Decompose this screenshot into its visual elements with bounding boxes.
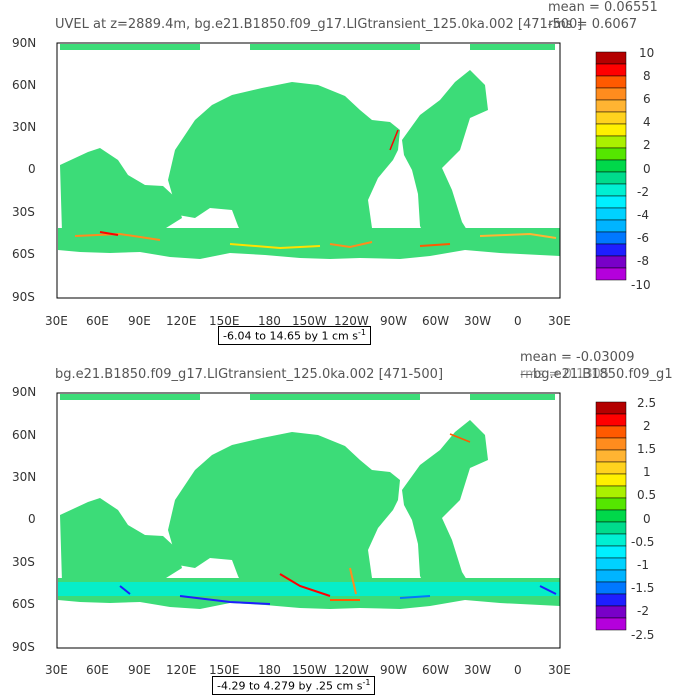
p2-lon-30e: 30E [45, 663, 68, 677]
panel1-range-box: -6.04 to 14.65 by 1 cm s-1 [218, 326, 371, 345]
p2-lon-120w: 120W [334, 663, 369, 677]
anomaly-streaks [119, 433, 557, 605]
p1-cb-label-5: 0 [643, 162, 651, 176]
panel1-mean: mean = 0.06551 [548, 0, 658, 15]
p1-cb-label-2: 6 [643, 92, 651, 106]
p2-lat-30s: 30S [12, 555, 35, 569]
p1-lon-30w: 30W [464, 314, 492, 328]
map-frame-2 [56, 392, 561, 649]
p1-cb-label-3: 4 [643, 115, 651, 129]
p2-cb-label-3: 1 [643, 465, 651, 479]
p1-lat-30s: 30S [12, 205, 35, 219]
p1-cb-label-4: 2 [643, 138, 651, 152]
panel1-range-unit-sup: -1 [357, 328, 366, 337]
ocean-layer [58, 394, 560, 609]
p2-lat-30n: 30N [12, 470, 37, 484]
p2-lat-60s: 60S [12, 597, 35, 611]
p1-lon-30e-right: 30E [548, 314, 571, 328]
p2-lon-150e: 150E [209, 663, 240, 677]
p2-cb-label-5: 0 [643, 512, 651, 526]
p1-cb-label-10: -10 [631, 278, 651, 292]
p2-lat-90n: 90N [12, 385, 37, 399]
p1-lon-60w: 60W [422, 314, 450, 328]
p1-lat-30n: 30N [12, 120, 37, 134]
p1-lat-60n: 60N [12, 78, 37, 92]
colorbar-2 [595, 401, 627, 631]
p2-cb-label-4: 0.5 [637, 488, 657, 502]
p1-lat-90s: 90S [12, 290, 35, 304]
p1-lat-0: 0 [28, 162, 36, 176]
p1-lon-90w: 90W [380, 314, 408, 328]
p2-cb-label-2: 1.5 [637, 442, 657, 456]
p2-lat-60n: 60N [12, 428, 37, 442]
p1-cb-label-7: -4 [637, 208, 649, 222]
colorbar-1 [595, 51, 627, 281]
p1-cb-label-0: 10 [639, 46, 655, 60]
p2-lon-60e: 60E [86, 663, 109, 677]
p1-lon-120w: 120W [334, 314, 369, 328]
p2-lat-0: 0 [28, 512, 36, 526]
p1-lon-150e: 150E [209, 314, 240, 328]
p2-lon-30e-right: 30E [548, 663, 571, 677]
panel1-rms: rms = 0.6067 [548, 17, 638, 32]
p1-cb-label-6: -2 [637, 185, 649, 199]
p1-lon-150w: 150W [292, 314, 327, 328]
p2-lon-60w: 60W [422, 663, 450, 677]
p1-lon-0: 0 [514, 314, 522, 328]
map-frame-1 [56, 42, 561, 299]
p2-cb-label-8: -1.5 [631, 581, 655, 595]
panel1-title: UVEL at z=2889.4m, bg.e21.B1850.f09_g17.… [55, 17, 583, 32]
p1-cb-label-8: -6 [637, 231, 649, 245]
p2-lon-90e: 90E [128, 663, 151, 677]
p1-cb-label-1: 8 [643, 69, 651, 83]
p2-lon-90w: 90W [380, 663, 408, 677]
p1-cb-label-9: -8 [637, 254, 649, 268]
p2-lon-180: 180 [258, 663, 281, 677]
p2-cb-label-9: -2 [637, 604, 649, 618]
p2-cb-label-1: 2 [643, 419, 651, 433]
panel2-range-text: -4.29 to 4.279 by .25 cm s [217, 679, 363, 693]
panel2-range-box: -4.29 to 4.279 by .25 cm s-1 [212, 676, 376, 695]
p1-lon-120e: 120E [166, 314, 197, 328]
p2-cb-label-7: -1 [637, 558, 649, 572]
p1-lon-30e: 30E [45, 314, 68, 328]
panel2-range-unit-sup: -1 [362, 678, 371, 687]
panel2-title: bg.e21.B1850.f09_g17.LIGtransient_125.0k… [55, 367, 444, 382]
p2-lat-90s: 90S [12, 640, 35, 654]
p2-lon-120e: 120E [166, 663, 197, 677]
p2-cb-label-0: 2.5 [637, 396, 657, 410]
panel1-range-text: -6.04 to 14.65 by 1 cm s [223, 329, 358, 343]
panel2-rms: rms = 0.1305 [520, 367, 610, 382]
p2-lon-30w: 30W [464, 663, 492, 677]
p1-lon-180: 180 [258, 314, 281, 328]
panel2-title-right: —bg.e21.B1850.f09_g1 [520, 367, 673, 382]
p2-lon-0: 0 [514, 663, 522, 677]
p2-cb-label-10: -2.5 [631, 628, 655, 642]
map-panel-1 [56, 42, 627, 299]
anomaly-streaks [74, 129, 557, 250]
p2-lon-150w: 150W [292, 663, 327, 677]
p1-lon-90e: 90E [128, 314, 151, 328]
map-panel-2 [56, 392, 627, 649]
p1-lat-60s: 60S [12, 247, 35, 261]
p1-lat-90n: 90N [12, 36, 37, 50]
p2-cb-label-6: -0.5 [631, 535, 655, 549]
p1-lon-60e: 60E [86, 314, 109, 328]
ocean-layer [58, 44, 560, 259]
panel2-mean: mean = -0.03009 [520, 350, 635, 365]
